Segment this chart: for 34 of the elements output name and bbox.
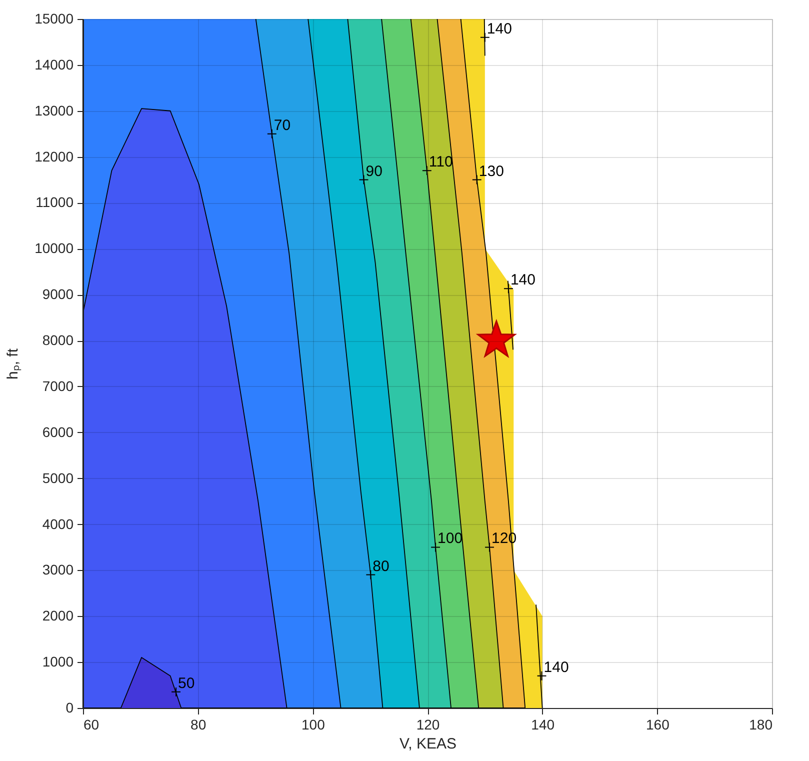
y-tick-label: 10000 <box>34 240 74 256</box>
y-tick-label: 4000 <box>42 516 74 532</box>
y-tick-label: 2000 <box>42 608 74 624</box>
annotation: 140 <box>544 658 569 676</box>
x-axis-title: V, KEAS <box>400 736 456 752</box>
y-tick-label: 7000 <box>42 378 74 394</box>
x-tick-label: 60 <box>84 716 100 732</box>
y-tick-label: 3000 <box>42 562 74 578</box>
annotation: 70 <box>274 116 291 134</box>
x-tick-label: 160 <box>646 716 670 732</box>
x-tick-label: 100 <box>301 716 326 732</box>
y-tick-label: 8000 <box>42 332 74 348</box>
annotation: 140 <box>486 20 512 38</box>
x-tick-label: 120 <box>416 716 440 732</box>
y-tick-label: 11000 <box>36 194 74 210</box>
x-tick-label: 80 <box>190 716 206 732</box>
y-tick-label: 5000 <box>42 470 74 486</box>
x-tick-label: 180 <box>749 716 773 732</box>
y-tick-label: 1000 <box>42 654 74 670</box>
annotation: 100 <box>438 530 463 548</box>
y-axis-title: hₚ, ft <box>4 348 22 380</box>
y-tick-label: 15000 <box>34 10 74 26</box>
annotation: 80 <box>372 558 390 575</box>
x-tick-label: 140 <box>531 716 555 732</box>
y-tick-label: 12000 <box>34 148 74 164</box>
annotation: 110 <box>428 154 453 171</box>
y-tick-label: 9000 <box>42 286 74 302</box>
y-tick-label: 13000 <box>34 102 74 118</box>
y-tick-label: 14000 <box>34 56 74 72</box>
y-tick-label: 0 <box>66 700 74 716</box>
annotation: 50 <box>178 674 195 692</box>
annotation: 140 <box>510 272 536 289</box>
y-tick-label: 6000 <box>42 424 74 440</box>
annotation: 90 <box>366 162 382 180</box>
